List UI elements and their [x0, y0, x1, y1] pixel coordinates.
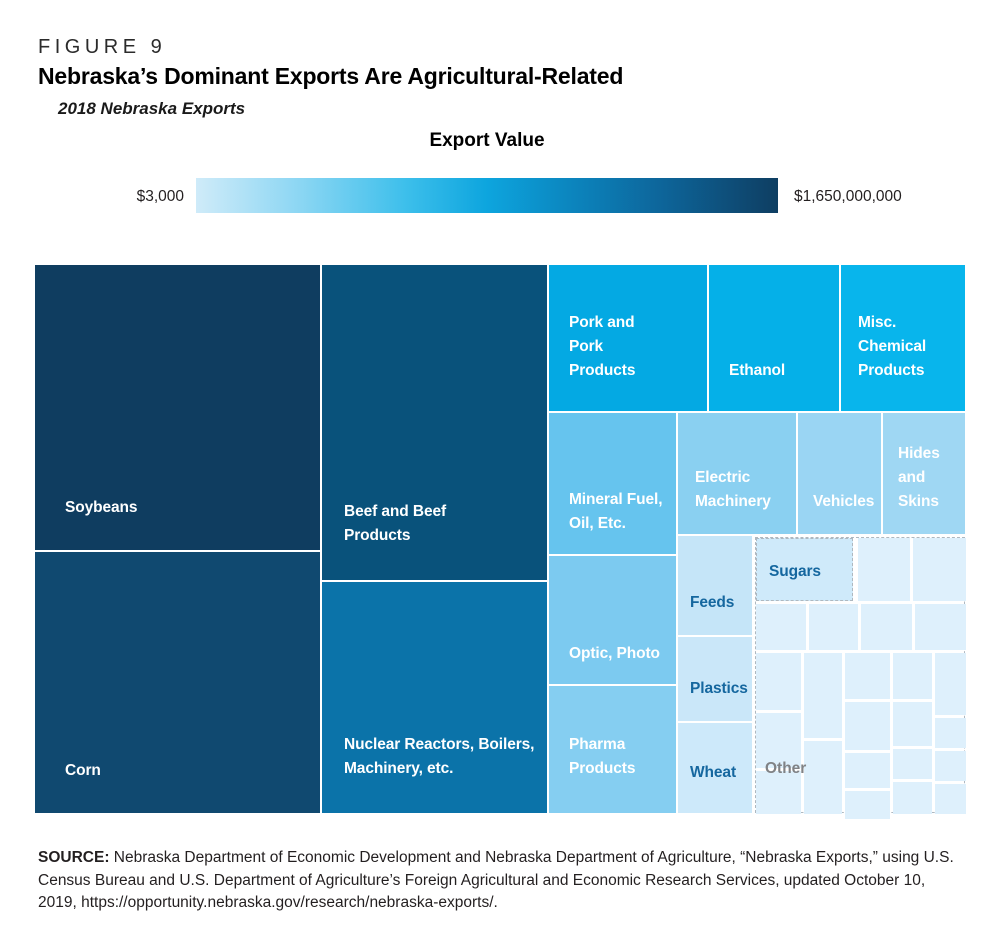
treemap-cell-other-item: [935, 653, 966, 715]
legend-max-value: $1,650,000,000: [794, 188, 902, 205]
treemap-cell-other-item: [893, 749, 932, 779]
treemap-cell-other-item: [804, 653, 842, 738]
treemap-cell-label: Beef and Beef Products: [344, 503, 447, 544]
treemap-cell-other-item: [893, 653, 932, 699]
treemap-group-other: Sugars Other: [755, 537, 966, 819]
legend-gradient-bar: [196, 178, 778, 213]
treemap-cell-label: Optic, Photo: [569, 645, 660, 662]
treemap-cell-pharma-products: Pharma Products: [549, 686, 676, 813]
treemap-cell-other-item: [935, 751, 966, 781]
treemap-cell-corn: Corn: [35, 552, 320, 813]
treemap-cell-wheat: Wheat: [678, 723, 752, 813]
treemap-cell-label: Wheat: [690, 764, 737, 781]
treemap-cell-other-item: [756, 713, 801, 768]
treemap-cell-other-item: [756, 604, 806, 650]
treemap-cell-label: Corn: [65, 762, 101, 779]
treemap-cell-label: Pork and Pork Products: [569, 314, 636, 379]
treemap-cell-label: Misc. Chemical Products: [858, 314, 927, 379]
treemap-cell-other-item: [893, 702, 932, 746]
treemap-cell-label: Mineral Fuel, Oil, Etc.: [569, 491, 663, 532]
figure-subtitle: 2018 Nebraska Exports: [58, 99, 246, 118]
treemap-cell-other-item: [915, 604, 966, 650]
treemap-cell-soybeans: Soybeans: [35, 265, 320, 550]
treemap-cell-nuclear-reactors-boilers-machinery-etc: Nuclear Reactors, Boilers, Machinery, etc…: [322, 582, 547, 813]
treemap-cell-label: Sugars: [769, 563, 821, 580]
treemap-cell-label: Electric Machinery: [695, 469, 771, 510]
source-note: SOURCE: Nebraska Department of Economic …: [38, 847, 968, 915]
treemap-cell-other-item: [845, 791, 890, 819]
treemap-cell-label: Vehicles: [813, 493, 875, 510]
treemap-cell-other-item: [858, 538, 910, 601]
treemap-cell-other-item: [756, 771, 801, 814]
treemap-cell-other-item: [809, 604, 858, 650]
treemap-cell-other-item: [913, 538, 966, 601]
treemap-cell-other-item: [935, 784, 966, 814]
figure-number: FIGURE 9: [38, 36, 167, 58]
treemap-cell-mineral-fuel-oil-etc: Mineral Fuel, Oil, Etc.: [549, 413, 676, 554]
treemap-cell-pork-and-pork-products: Pork and Pork Products: [549, 265, 707, 411]
treemap-cell-vehicles: Vehicles: [798, 413, 881, 534]
treemap-cell-hides-and-skins: Hides and Skins: [883, 413, 965, 534]
treemap-cell-beef-and-beef-products: Beef and Beef Products: [322, 265, 547, 580]
treemap-cell-label: Hides and Skins: [898, 445, 940, 510]
treemap-cell-label-other: Other: [765, 760, 807, 777]
treemap-cell-optic-photo: Optic, Photo: [549, 556, 676, 684]
treemap-cell-feeds: Feeds: [678, 536, 752, 635]
treemap-cell-sugars: Sugars: [756, 538, 853, 601]
treemap-cell-other-item: [804, 741, 842, 814]
treemap-cell-label: Feeds: [690, 594, 735, 611]
legend-title: Export Value: [429, 130, 545, 151]
treemap-cell-other-item: [935, 718, 966, 748]
treemap-cell-ethanol: Ethanol: [709, 265, 839, 411]
treemap-cell-other-item: [845, 653, 890, 699]
treemap: Soybeans Corn Beef and Beef Products Nuclear…: [35, 265, 966, 819]
treemap-cell-label: Ethanol: [729, 362, 786, 379]
source-prefix: SOURCE:: [38, 849, 110, 866]
legend-min-value: $3,000: [136, 188, 184, 205]
treemap-cell-other-item: [845, 702, 890, 750]
source-text: Nebraska Department of Economic Developm…: [38, 849, 954, 911]
treemap-cell-label: Plastics: [690, 680, 748, 697]
treemap-cell-label: Soybeans: [65, 499, 138, 516]
treemap-cell-misc-chemical-products: Misc. Chemical Products: [841, 265, 965, 411]
treemap-cell-other-item: [845, 753, 890, 788]
treemap-cell-other-item: [893, 782, 932, 814]
treemap-cell-electric-machinery: Electric Machinery: [678, 413, 796, 534]
figure-title: Nebraska’s Dominant Exports Are Agricult…: [38, 63, 624, 89]
treemap-cell-label: Nuclear Reactors, Boilers, Machinery, etc…: [344, 736, 535, 777]
treemap-cell-other-item: [756, 653, 801, 710]
treemap-cell-label: Pharma Products: [569, 736, 636, 777]
treemap-cell-plastics: Plastics: [678, 637, 752, 721]
treemap-cell-other-item: [861, 604, 912, 650]
